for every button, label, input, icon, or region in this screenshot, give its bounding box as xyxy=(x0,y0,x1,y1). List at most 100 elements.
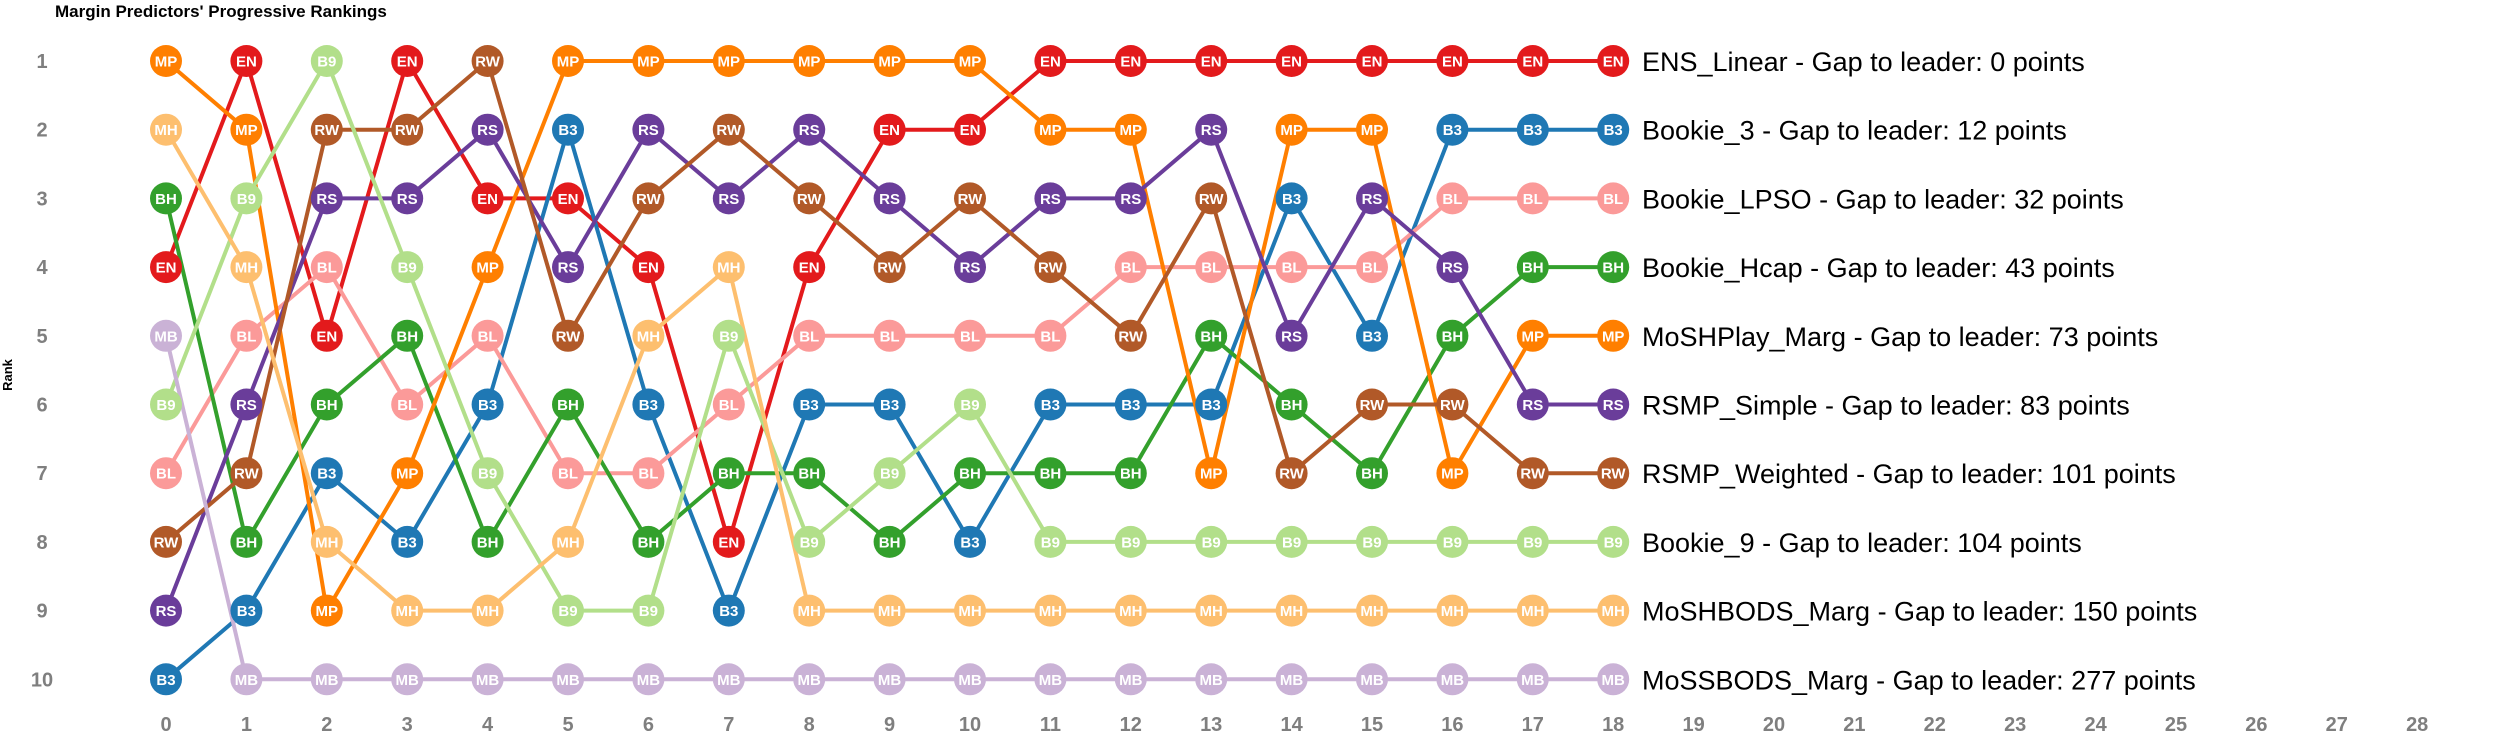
series-marker: EN xyxy=(1356,45,1388,77)
series-marker-label: MP xyxy=(1441,466,1464,483)
series-marker-dot xyxy=(310,319,343,352)
series-marker: MB xyxy=(793,663,826,696)
series-marker-dot xyxy=(712,388,745,421)
series-marker-dot xyxy=(230,319,263,352)
series-marker: MP xyxy=(471,251,504,284)
y-tick-label: 1 xyxy=(36,51,47,73)
series-marker: RW xyxy=(1195,182,1228,215)
series-marker-label: BH xyxy=(1200,328,1222,345)
y-tick-label: 9 xyxy=(36,601,47,623)
x-tick-label: 24 xyxy=(2084,714,2107,736)
series-marker-dot xyxy=(1195,319,1228,352)
series-marker: B3 xyxy=(1516,113,1549,146)
series-marker-dot xyxy=(954,594,986,627)
series-marker-label: MP xyxy=(1361,122,1384,139)
series-marker-dot xyxy=(552,594,584,627)
series-marker-dot xyxy=(471,594,504,627)
series-marker-dot xyxy=(712,45,745,77)
series-marker-dot xyxy=(1516,388,1549,421)
series-marker-label: B9 xyxy=(237,191,256,208)
series-marker-label: BL xyxy=(719,397,739,414)
series-marker: B3 xyxy=(1114,388,1147,421)
y-tick-label: 5 xyxy=(36,326,47,348)
series-marker: RW xyxy=(954,182,986,215)
series-marker-label: BH xyxy=(718,466,740,483)
series-marker: MB xyxy=(1114,663,1147,696)
series-marker-label: RW xyxy=(958,191,984,208)
series-marker: BH xyxy=(1516,251,1549,284)
series-marker: MB xyxy=(471,663,504,696)
series-marker-label: RW xyxy=(877,260,903,277)
series-marker-dot xyxy=(873,525,906,558)
series-marker: RS xyxy=(150,594,182,627)
series-marker: BH xyxy=(793,457,826,490)
series-marker: MH xyxy=(1034,594,1067,627)
y-tick-label: 4 xyxy=(36,257,48,279)
series-marker-label: BH xyxy=(959,466,981,483)
series-marker-dot xyxy=(793,113,826,146)
series-marker-dot xyxy=(873,388,906,421)
series-marker: BL xyxy=(1034,319,1067,352)
series-marker: BL xyxy=(150,457,182,490)
series-marker: BL xyxy=(1275,251,1308,284)
series-marker-label: MB xyxy=(1521,672,1544,689)
series-marker: EN xyxy=(793,251,826,284)
series-marker-dot xyxy=(873,251,906,284)
series-marker-dot xyxy=(552,45,584,77)
series-marker-label: B3 xyxy=(800,397,819,414)
series-marker-dot xyxy=(471,319,504,352)
series-marker-label: RS xyxy=(558,260,579,277)
series-marker-label: MH xyxy=(1441,603,1464,620)
series-marker-dot xyxy=(712,525,745,558)
series-marker-dot xyxy=(471,45,504,77)
series-marker: RW xyxy=(1436,388,1469,421)
series-marker-dot xyxy=(954,251,986,284)
series-marker-dot xyxy=(1356,45,1388,77)
series-marker-label: B3 xyxy=(1523,122,1542,139)
series-marker: MB xyxy=(1436,663,1469,696)
series-marker-label: RS xyxy=(1442,260,1463,277)
series-marker: B9 xyxy=(1195,525,1228,558)
series-marker-dot xyxy=(471,251,504,284)
series-marker: MB xyxy=(632,663,665,696)
series-marker-dot xyxy=(1114,663,1147,696)
series-marker-dot xyxy=(954,45,986,77)
series-marker-label: MB xyxy=(878,672,901,689)
series-marker: MP xyxy=(230,113,263,146)
series-marker-dot xyxy=(471,113,504,146)
series-marker-label: MB xyxy=(315,672,338,689)
series-marker: MP xyxy=(150,45,182,77)
series-marker-label: B9 xyxy=(639,603,658,620)
series-marker-dot xyxy=(1195,525,1228,558)
series-marker-label: BL xyxy=(799,328,819,345)
series-end-label: ENS_Linear - Gap to leader: 0 points xyxy=(1642,47,2085,77)
series-marker-label: RS xyxy=(960,260,981,277)
series-marker-dot xyxy=(632,594,665,627)
series-line-bh xyxy=(164,196,1616,544)
series-marker: EN xyxy=(150,251,182,284)
series-marker: B3 xyxy=(471,388,504,421)
series-marker: RW xyxy=(230,457,263,490)
series-marker-label: RW xyxy=(1199,191,1225,208)
series-marker: MB xyxy=(230,663,263,696)
series-marker: RW xyxy=(873,251,906,284)
chart-title: Margin Predictors' Progressive Rankings xyxy=(55,2,387,21)
series-marker-dot xyxy=(230,525,263,558)
series-marker: EN xyxy=(1516,45,1549,77)
series-marker-label: B3 xyxy=(880,397,899,414)
series-marker: BH xyxy=(552,388,584,421)
series-marker-label: RS xyxy=(638,122,659,139)
series-marker-dot xyxy=(1195,457,1228,490)
series-marker-label: MP xyxy=(155,54,178,71)
series-marker: RW xyxy=(391,113,424,146)
series-end-label: Bookie_9 - Gap to leader: 104 points xyxy=(1642,528,2082,558)
series-marker: EN xyxy=(1436,45,1469,77)
series-marker-dot xyxy=(793,594,826,627)
series-marker: B9 xyxy=(1516,525,1549,558)
series-marker-label: RS xyxy=(799,122,820,139)
series-marker-label: MP xyxy=(718,54,741,71)
series-marker: EN xyxy=(471,182,504,215)
series-marker-label: BL xyxy=(397,397,417,414)
series-marker-dot xyxy=(471,663,504,696)
series-marker-label: MB xyxy=(1360,672,1383,689)
